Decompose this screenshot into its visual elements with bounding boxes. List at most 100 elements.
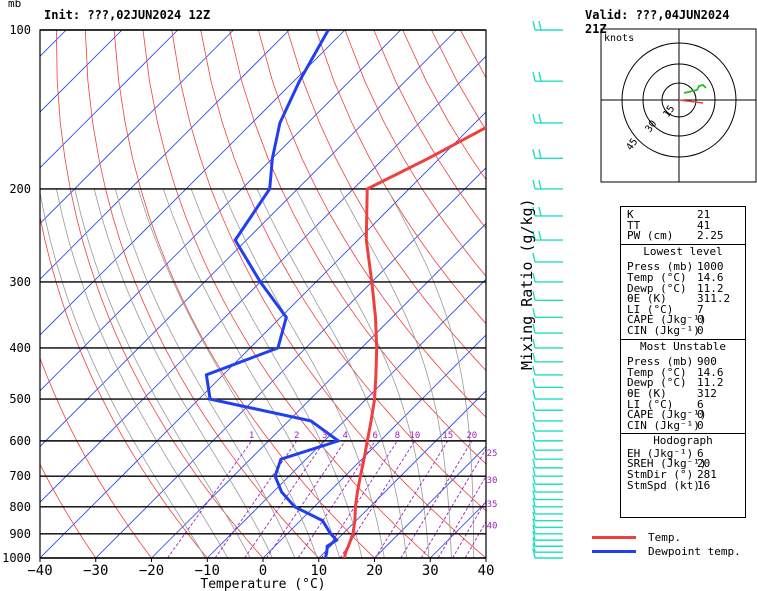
wind-barb-flag xyxy=(532,497,536,507)
wind-barb-flag xyxy=(538,230,542,241)
pressure-tick-label: 700 xyxy=(9,469,31,483)
index-value: 7 xyxy=(697,302,704,316)
isotherm-line xyxy=(95,167,486,558)
wind-barb-flag xyxy=(532,252,536,263)
pressure-tick-label: 200 xyxy=(9,182,31,196)
temp-tick-label: −40 xyxy=(27,563,52,579)
index-row: K 21 xyxy=(621,208,745,221)
moist-adiabat xyxy=(114,188,296,558)
isotherm-line xyxy=(40,30,234,225)
profile-lines xyxy=(204,30,486,558)
index-value: 20 xyxy=(697,457,711,471)
mixing-ratio-value: 25 xyxy=(487,449,498,459)
wind-barb-flag xyxy=(532,450,536,460)
isotherm-line xyxy=(206,278,486,558)
wind-barb-flag xyxy=(532,179,536,190)
wind-barb-flag xyxy=(532,389,536,400)
index-value: 900 xyxy=(697,355,717,369)
wind-barb-flag xyxy=(532,475,536,485)
mixing-ratio-line xyxy=(400,440,473,558)
index-key: K xyxy=(627,208,634,221)
isotherm-line xyxy=(40,111,486,558)
wind-barb-flag xyxy=(538,113,542,124)
dry-adiabat xyxy=(200,30,486,512)
wind-barb-flag xyxy=(532,490,536,500)
index-value: 311.2 xyxy=(697,292,731,306)
mixing-ratio-line xyxy=(420,448,486,558)
pressure-tick-label: 400 xyxy=(9,341,31,355)
skewt-grid xyxy=(39,29,487,559)
wind-barb-flag xyxy=(532,421,536,432)
wind-barb-flag xyxy=(532,504,536,515)
wind-barb-flag xyxy=(532,20,536,31)
index-key: LI (°C) xyxy=(627,302,674,316)
index-row: Dewp (°C) 11.2 xyxy=(621,283,745,295)
dry-adiabat xyxy=(315,30,486,325)
mixing-ratio-title: Mixing Ratio (g/kg) xyxy=(518,200,536,370)
dry-adiabat xyxy=(229,30,486,465)
lowest-level-title: Lowest level xyxy=(621,243,745,258)
index-value: 281 xyxy=(697,468,717,482)
index-value: 0 xyxy=(697,313,704,327)
index-row: Press (mb) 900 xyxy=(621,355,745,369)
hodograph-unit: knots xyxy=(604,33,634,44)
index-key: CIN (Jkg⁻¹) xyxy=(627,323,700,337)
wind-barb-flag xyxy=(532,352,536,362)
index-row: PW (cm) 2.25 xyxy=(621,230,745,242)
moist-adiabat xyxy=(256,188,408,558)
isotherm-line xyxy=(40,30,179,169)
wind-barbs xyxy=(532,20,563,559)
wind-barb-flag xyxy=(532,441,536,451)
wind-barb-flag xyxy=(532,548,536,559)
index-row: CIN (Jkg⁻¹) 0 xyxy=(621,420,745,432)
wind-barb-flag xyxy=(532,458,536,469)
legend-temp: Temp. xyxy=(592,530,741,544)
index-value: 312 xyxy=(697,386,717,400)
index-row: LI (°C) 6 xyxy=(621,399,745,411)
index-key: θE (K) xyxy=(627,292,667,306)
index-key: StmDir (°) xyxy=(627,468,694,482)
mixing-ratio-value: 15 xyxy=(442,431,453,441)
dewpoint-profile xyxy=(204,30,342,558)
isotherm-line xyxy=(40,55,486,503)
init-time: Init: ???,02JUN2024 12Z xyxy=(44,8,211,22)
mixing-ratio-value: 1 xyxy=(249,431,254,441)
dry-adiabat xyxy=(171,30,486,558)
index-row: Temp (°C) 14.6 xyxy=(621,270,745,284)
wind-barb-flag xyxy=(532,291,536,301)
moist-adiabat xyxy=(74,188,251,558)
wind-barb-flag xyxy=(532,518,536,528)
index-row: CAPE (Jkg⁻¹) 0 xyxy=(621,409,745,421)
hodograph-ring xyxy=(621,42,737,158)
index-key: EH (Jkg⁻¹) xyxy=(627,446,694,460)
index-row: EH (Jkg⁻¹) 6 xyxy=(621,446,745,460)
temp-tick-label: −30 xyxy=(83,563,108,579)
isotherm-line xyxy=(374,445,486,558)
valid-time: Valid: ???,04JUN2024 21Z xyxy=(585,8,730,36)
legend: Temp. Dewpoint temp. xyxy=(592,530,741,558)
isotherm-line xyxy=(40,30,457,448)
mixing-ratio-value: 2 xyxy=(294,431,299,441)
most-unstable-title: Most Unstable xyxy=(621,338,745,353)
mixing-ratio-label: Mixing Ratio (g/kg) xyxy=(517,198,537,380)
mixing-ratio-value: 8 xyxy=(395,431,400,441)
hodograph-ring xyxy=(642,63,716,137)
index-key: Dewp (°C) xyxy=(627,376,687,390)
index-value: 21 xyxy=(697,208,711,221)
index-row: Dewp (°C) 11.2 xyxy=(621,378,745,389)
mixing-ratio-value: 4 xyxy=(343,431,348,441)
mixing-ratio-line xyxy=(339,440,416,558)
pressure-tick-label: 900 xyxy=(9,527,31,541)
wind-barb-flag xyxy=(532,72,536,82)
wind-barb-flag xyxy=(532,524,536,534)
wind-barb-flag xyxy=(532,411,536,422)
index-row: Temp (°C) 14.6 xyxy=(621,367,745,379)
wind-barb-flag xyxy=(532,338,536,349)
index-value: 14.6 xyxy=(697,270,724,284)
index-row: θE (K) 311.2 xyxy=(621,292,745,306)
index-row: LI (°C) 7 xyxy=(621,302,745,316)
index-value: 0 xyxy=(697,323,704,337)
pressure-tick-label: 800 xyxy=(9,500,31,514)
temp-tick-label: 20 xyxy=(366,563,383,579)
